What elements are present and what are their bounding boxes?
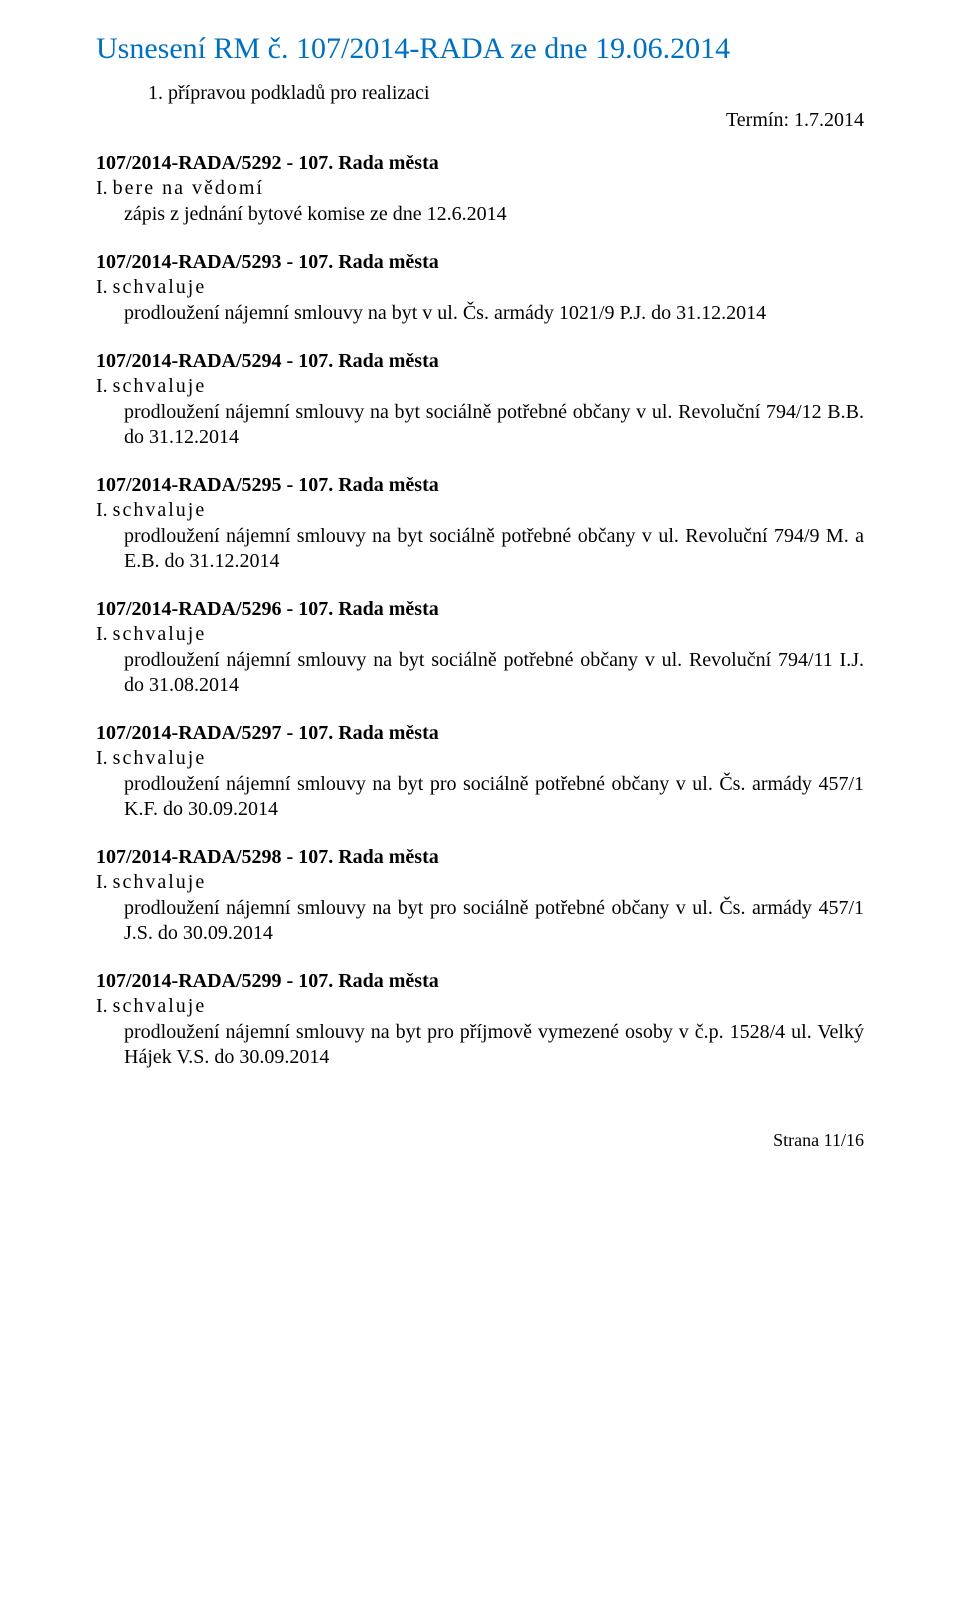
page-footer: Strana 11/16 [96, 1130, 864, 1151]
resolution-body: prodloužení nájemní smlouvy na byt sociá… [96, 648, 864, 698]
verb-text: schvaluje [113, 276, 207, 298]
resolution-body: prodloužení nájemní smlouvy na byt sociá… [96, 400, 864, 450]
resolution-verb-line: I. schvaluje [96, 747, 864, 770]
resolution-verb-line: I. schvaluje [96, 276, 864, 299]
resolution-block: 107/2014-RADA/5299 - 107. Rada města I. … [96, 970, 864, 1070]
verb-prefix: I. [96, 177, 108, 199]
resolution-verb-line: I. bere na vědomí [96, 177, 864, 200]
resolution-heading: 107/2014-RADA/5296 - 107. Rada města [96, 598, 864, 621]
resolution-block: 107/2014-RADA/5297 - 107. Rada města I. … [96, 722, 864, 822]
resolution-heading: 107/2014-RADA/5299 - 107. Rada města [96, 970, 864, 993]
resolution-verb-line: I. schvaluje [96, 375, 864, 398]
verb-text: schvaluje [113, 871, 207, 893]
verb-prefix: I. [96, 276, 108, 298]
resolution-verb-line: I. schvaluje [96, 499, 864, 522]
verb-text: schvaluje [113, 499, 207, 521]
item-line: 1. přípravou podkladů pro realizaci [96, 82, 864, 105]
resolution-verb-line: I. schvaluje [96, 623, 864, 646]
verb-prefix: I. [96, 871, 108, 893]
resolution-heading: 107/2014-RADA/5294 - 107. Rada města [96, 350, 864, 373]
resolution-body: prodloužení nájemní smlouvy na byt pro p… [96, 1020, 864, 1070]
document-title: Usnesení RM č. 107/2014-RADA ze dne 19.0… [96, 32, 864, 66]
verb-text: schvaluje [113, 995, 207, 1017]
resolution-heading: 107/2014-RADA/5298 - 107. Rada města [96, 846, 864, 869]
resolution-heading: 107/2014-RADA/5293 - 107. Rada města [96, 251, 864, 274]
document-page: Usnesení RM č. 107/2014-RADA ze dne 19.0… [0, 0, 960, 1201]
deadline-line: Termín: 1.7.2014 [96, 109, 864, 132]
verb-prefix: I. [96, 375, 108, 397]
resolution-body: prodloužení nájemní smlouvy na byt v ul.… [96, 301, 864, 326]
resolution-body: prodloužení nájemní smlouvy na byt pro s… [96, 896, 864, 946]
resolution-heading: 107/2014-RADA/5297 - 107. Rada města [96, 722, 864, 745]
verb-text: schvaluje [113, 623, 207, 645]
resolution-heading: 107/2014-RADA/5295 - 107. Rada města [96, 474, 864, 497]
resolution-block: 107/2014-RADA/5292 - 107. Rada města I. … [96, 152, 864, 227]
resolution-block: 107/2014-RADA/5293 - 107. Rada města I. … [96, 251, 864, 326]
verb-prefix: I. [96, 995, 108, 1017]
resolution-body: zápis z jednání bytové komise ze dne 12.… [96, 202, 864, 227]
resolution-body: prodloužení nájemní smlouvy na byt pro s… [96, 772, 864, 822]
resolution-block: 107/2014-RADA/5294 - 107. Rada města I. … [96, 350, 864, 450]
resolution-block: 107/2014-RADA/5295 - 107. Rada města I. … [96, 474, 864, 574]
verb-text: schvaluje [113, 747, 207, 769]
verb-prefix: I. [96, 747, 108, 769]
resolution-block: 107/2014-RADA/5298 - 107. Rada města I. … [96, 846, 864, 946]
resolution-verb-line: I. schvaluje [96, 995, 864, 1018]
resolution-heading: 107/2014-RADA/5292 - 107. Rada města [96, 152, 864, 175]
verb-text: bere na vědomí [113, 177, 264, 199]
verb-text: schvaluje [113, 375, 207, 397]
resolution-body: prodloužení nájemní smlouvy na byt sociá… [96, 524, 864, 574]
verb-prefix: I. [96, 499, 108, 521]
resolution-verb-line: I. schvaluje [96, 871, 864, 894]
resolution-block: 107/2014-RADA/5296 - 107. Rada města I. … [96, 598, 864, 698]
verb-prefix: I. [96, 623, 108, 645]
